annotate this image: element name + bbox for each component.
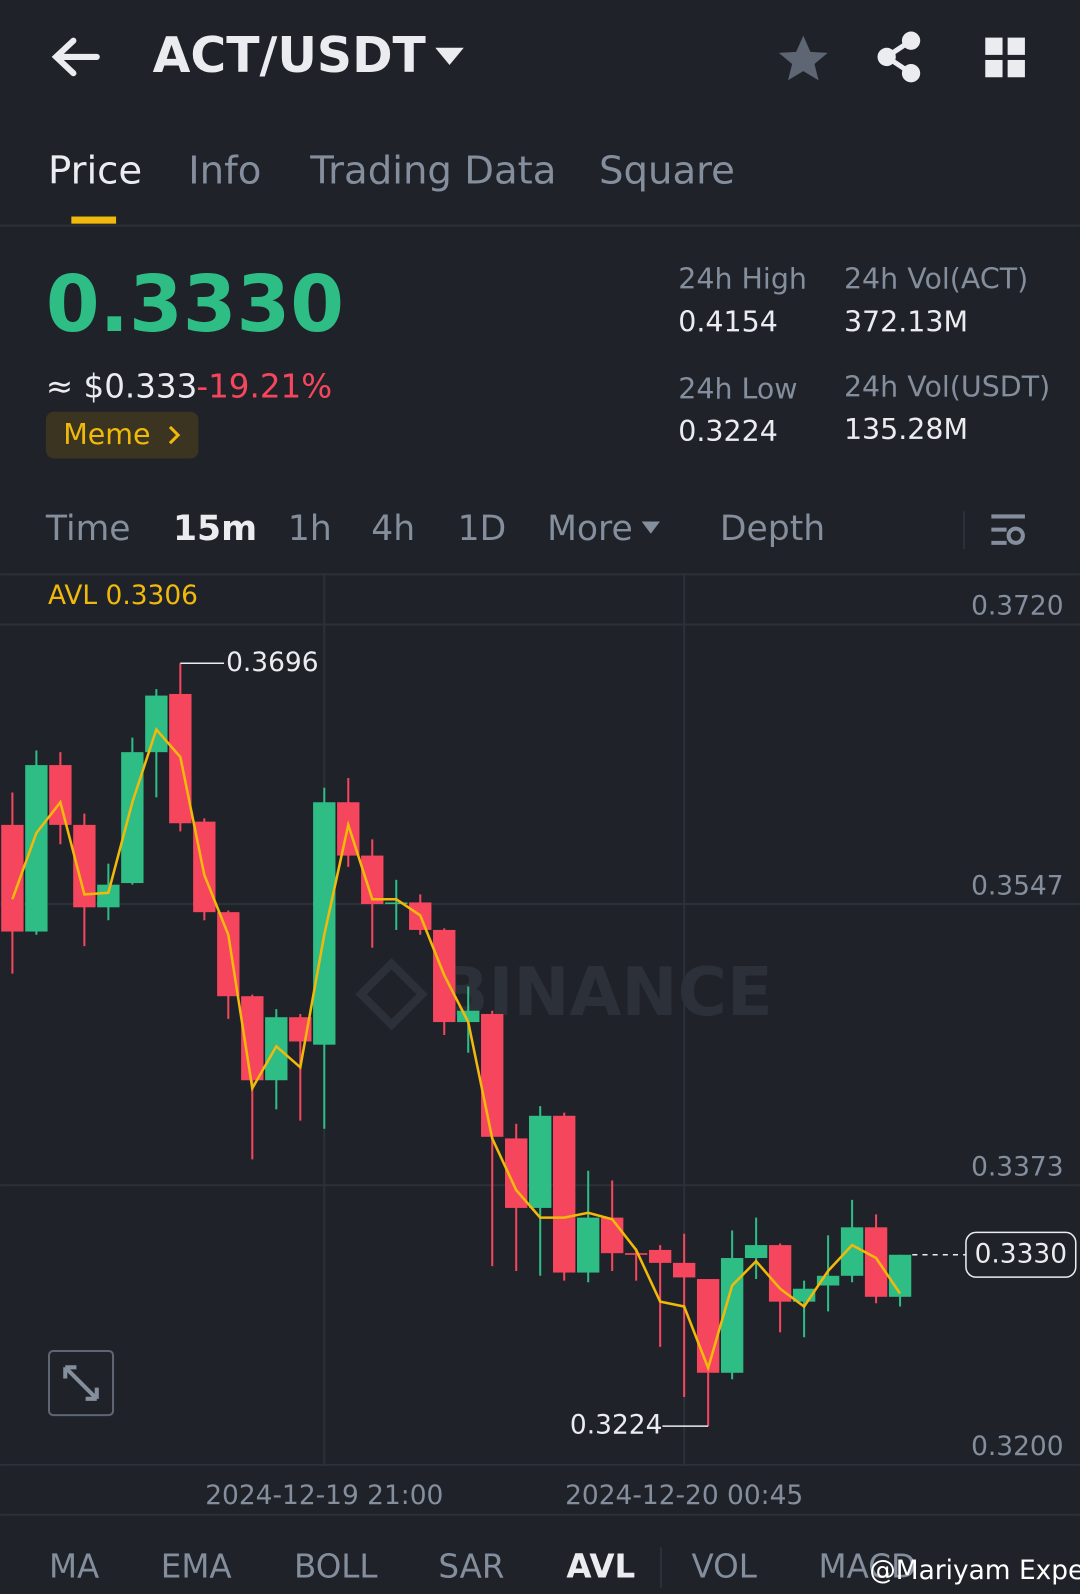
tab[interactable]: Price [48,148,142,193]
indicator-tab[interactable]: BOLL [294,1548,378,1586]
tag-chevron [168,425,181,445]
y-tick-label: 0.3547 [971,870,1063,901]
indicator-tab[interactable]: MACD [819,1548,916,1586]
credit: @Mariyam Expert [869,1555,1080,1586]
last-price-box [965,1231,1077,1278]
pair-title[interactable]: ACT/USDT [153,27,427,84]
candle-body [49,765,72,825]
candle-body [624,1253,648,1255]
indicator-tab[interactable]: EMA [161,1548,232,1586]
interval[interactable]: Depth [720,509,825,549]
tab[interactable]: Trading Data [309,148,556,193]
tab-indicator [71,216,117,224]
stat-value: 0.3224 [678,415,778,448]
candle-body [313,802,336,1045]
stat-value: 372.13M [844,305,968,338]
interval[interactable]: 15m [173,509,257,549]
settings-icon[interactable] [991,514,1025,545]
usd-price: ≈ $0.333 [46,367,197,405]
y-tick-label: 0.3373 [971,1152,1063,1183]
low-label: 0.3224 [570,1410,662,1441]
pair-dropdown[interactable] [435,47,464,66]
back-button[interactable] [51,37,100,77]
stat-label: 24h Vol(ACT) [844,263,1028,296]
candle-body [553,1115,576,1273]
indicator-tab[interactable]: MA [49,1548,99,1586]
candle-body [457,1010,480,1023]
interval[interactable]: Time [45,509,131,549]
y-tick-label: 0.3720 [971,591,1063,622]
candle-body [121,752,144,884]
candle-body [577,1217,600,1273]
candle-body [816,1275,840,1286]
candle-body [361,855,384,905]
candle-body [840,1227,864,1276]
favorite-icon[interactable] [778,35,828,81]
indicator-tab[interactable]: SAR [438,1548,504,1586]
candle-body [385,902,408,905]
candle-body [600,1217,624,1254]
candle-body [648,1249,672,1263]
tag-chip[interactable] [45,411,199,459]
menu-icon[interactable] [985,37,1025,78]
high-label: 0.3696 [226,647,318,678]
candle-body [481,1013,504,1137]
candle-body [73,824,96,908]
indicator-tab[interactable]: AVL [566,1548,635,1586]
y-tick-label: 0.3200 [971,1431,1063,1462]
interval[interactable]: More [547,509,633,549]
price-change: -19.21% [196,367,332,405]
x-tick-label: 2024-12-20 00:45 [565,1480,803,1511]
interval[interactable]: 1D [458,509,507,549]
share-icon[interactable] [877,31,921,83]
indicator-legend: AVL 0.3306 [48,580,198,611]
tab[interactable]: Square [599,148,735,193]
stat-value: 0.4154 [678,305,778,338]
candle-body [672,1262,696,1278]
watermark-logo [355,957,428,1031]
last-price-label: 0.3330 [975,1238,1067,1269]
candle-body [888,1254,912,1297]
candle-body [720,1258,744,1373]
candle-body [97,884,120,908]
stat-label: 24h Low [678,372,797,405]
tag-label[interactable]: Meme [63,418,150,451]
avl-line [11,727,902,1372]
stat-label: 24h Vol(USDT) [844,370,1050,403]
candle-body [25,765,48,932]
stat-label: 24h High [678,263,807,296]
candle-body [768,1245,792,1302]
expand-button[interactable] [47,1350,115,1417]
candle-body [864,1227,888,1297]
stat-value: 135.28M [844,413,968,446]
interval[interactable]: 4h [371,509,415,549]
last-price: 0.3330 [46,260,344,350]
candle-body [505,1138,528,1208]
candle-body [744,1245,768,1259]
plot: 0.3200 0.3373 0.3547 0.3720 2024-12-19 21:00… [0,574,1080,1511]
candle-body [145,695,168,753]
tab[interactable]: Info [188,148,261,193]
indicator-tab[interactable]: VOL [691,1548,756,1586]
more-caret [641,521,660,534]
candle-body [696,1279,720,1373]
candle-body [1,824,24,932]
x-tick-label: 2024-12-19 21:00 [205,1480,443,1511]
interval[interactable]: 1h [288,509,332,549]
candle-body [529,1115,552,1208]
